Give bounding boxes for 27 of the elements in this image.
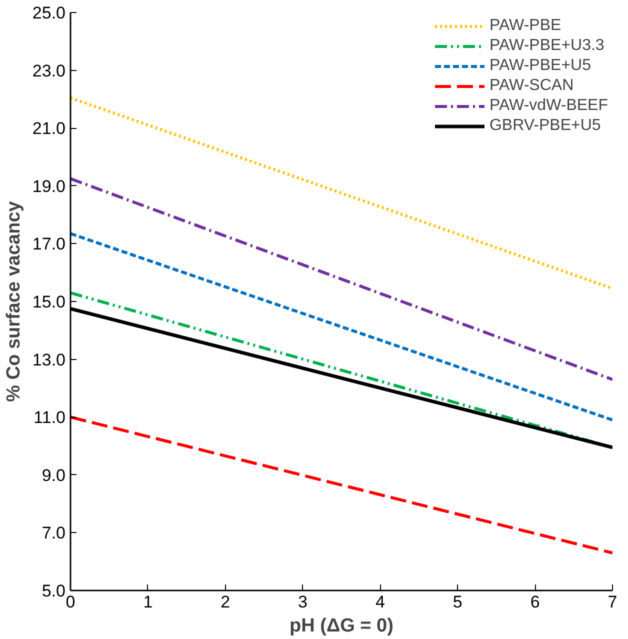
- x-axis-title: pH (ΔG = 0): [290, 616, 394, 636]
- y-tick-label: 13.0: [32, 350, 66, 370]
- x-tick-label: 1: [143, 592, 153, 612]
- y-tick-label: 7.0: [42, 524, 66, 543]
- x-tick-label: 6: [530, 592, 540, 612]
- y-tick-label: 23.0: [32, 61, 66, 80]
- y-tick-label: 21.0: [32, 119, 66, 138]
- legend-label: PAW-PBE: [489, 17, 562, 35]
- legend-label: GBRV-PBE+U5: [489, 117, 601, 135]
- y-tick-label: 15.0: [32, 292, 66, 312]
- x-tick-label: 0: [66, 592, 76, 612]
- x-tick-label: 4: [375, 592, 385, 612]
- y-tick-label: 5.0: [42, 582, 66, 600]
- y-tick-label: 19.0: [32, 176, 66, 196]
- y-tick-label: 11.0: [34, 408, 66, 428]
- y-tick-label: 25.0: [32, 4, 66, 22]
- y-tick-label: 9.0: [42, 466, 66, 485]
- legend-label: PAW-PBE+U3.3: [489, 37, 604, 55]
- x-tick-label: 5: [452, 592, 462, 612]
- x-tick-label: 3: [298, 592, 308, 612]
- legend-label: PAW-PBE+U5: [489, 57, 591, 75]
- x-tick-label: 2: [220, 592, 230, 612]
- x-tick-label: 7: [608, 592, 618, 612]
- legend-label: PAW-SCAN: [489, 77, 574, 95]
- y-tick-label: 17.0: [32, 234, 66, 254]
- y-axis-title: % Co surface vacancy: [3, 200, 24, 402]
- legend-label: PAW-vdW-BEEF: [489, 97, 608, 115]
